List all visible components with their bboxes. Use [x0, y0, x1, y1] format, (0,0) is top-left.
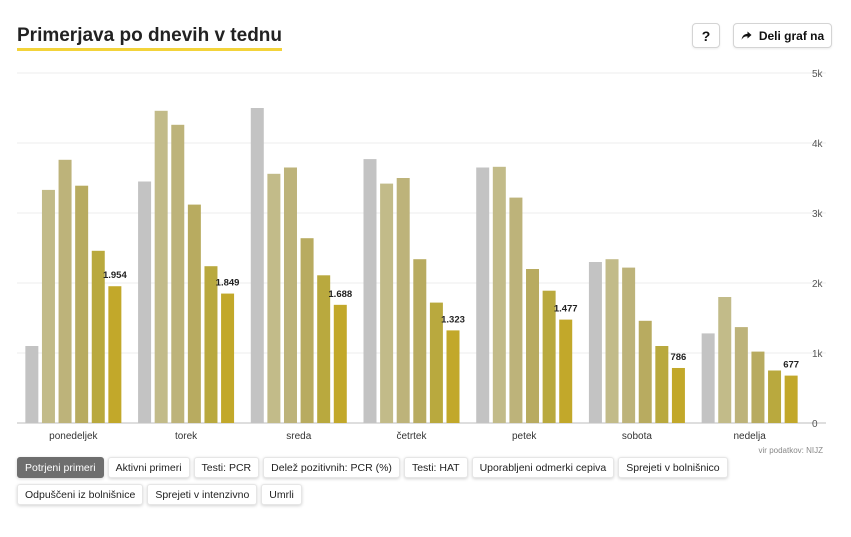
bar[interactable]	[363, 159, 377, 423]
share-button[interactable]: Deli graf na	[733, 23, 832, 48]
bar[interactable]	[317, 275, 331, 423]
bar[interactable]	[25, 346, 39, 423]
bar[interactable]	[542, 290, 556, 423]
data-label: 1.954	[103, 270, 127, 281]
bar[interactable]	[429, 302, 443, 423]
bar-chart: 0 1k 2k 3k 4k 5k 1.954 ponedeljek 1.849 torek 1.68…	[17, 69, 826, 442]
y-tick-label: 0	[812, 419, 818, 430]
bar[interactable]	[734, 327, 748, 423]
tab-delež-pozitivnih-pcr[interactable]: Delež pozitivnih: PCR (%)	[263, 457, 400, 478]
tab-umrli[interactable]: Umrli	[261, 484, 302, 505]
bar[interactable]	[492, 166, 506, 424]
tab-uporabljeni-odmerki-cepiva[interactable]: Uporabljeni odmerki cepiva	[471, 457, 615, 478]
bar[interactable]	[526, 269, 540, 423]
tab-testi-hat[interactable]: Testi: HAT	[403, 457, 468, 478]
data-label: 1.323	[441, 314, 465, 325]
y-tick-label: 2k	[812, 279, 824, 290]
bar[interactable]	[108, 286, 122, 423]
bar[interactable]	[250, 108, 264, 423]
tab-odpuščeni-iz-bolnišnice[interactable]: Odpuščeni iz bolnišnice	[17, 484, 144, 505]
x-tick-label: sreda	[286, 431, 311, 442]
bar[interactable]	[41, 189, 55, 423]
data-label: 1.688	[328, 289, 352, 300]
bar[interactable]	[187, 204, 201, 423]
bar[interactable]	[283, 167, 297, 424]
data-label: 677	[783, 360, 799, 371]
tab-potrjeni-primeri[interactable]: Potrjeni primeri	[17, 457, 104, 478]
bar[interactable]	[784, 375, 798, 423]
x-tick-label: četrtek	[396, 431, 427, 442]
bar[interactable]	[768, 370, 782, 424]
bar[interactable]	[300, 238, 314, 423]
bar[interactable]	[655, 346, 669, 423]
tab-sprejeti-v-bolnišnico[interactable]: Sprejeti v bolnišnico	[618, 457, 728, 478]
bar[interactable]	[333, 304, 347, 423]
data-label: 786	[670, 352, 686, 363]
y-tick-label: 4k	[812, 139, 824, 150]
bar[interactable]	[138, 181, 152, 424]
bar[interactable]	[380, 183, 394, 423]
y-tick-label: 1k	[812, 349, 824, 360]
help-button[interactable]: ?	[692, 23, 720, 48]
x-tick-label: petek	[512, 431, 537, 442]
data-source: vir podatkov: NIJZ	[758, 446, 823, 455]
bar[interactable]	[559, 319, 573, 423]
data-label: 1.477	[554, 304, 578, 315]
bar[interactable]	[671, 367, 685, 423]
bar[interactable]	[154, 110, 168, 424]
bar[interactable]	[588, 262, 602, 423]
bar[interactable]	[751, 351, 765, 423]
y-tick-label: 3k	[812, 209, 824, 220]
tab-aktivni-primeri[interactable]: Aktivni primeri	[107, 457, 190, 478]
data-label: 1.849	[216, 278, 240, 289]
bar[interactable]	[58, 159, 72, 424]
bar[interactable]	[638, 320, 652, 423]
bar[interactable]	[476, 167, 490, 424]
bar[interactable]	[91, 250, 105, 423]
bar[interactable]	[413, 259, 427, 423]
bar[interactable]	[446, 330, 460, 423]
x-tick-label: torek	[175, 431, 198, 442]
bar[interactable]	[622, 267, 636, 423]
bar[interactable]	[605, 259, 619, 423]
bar[interactable]	[509, 197, 523, 423]
x-tick-label: sobota	[622, 431, 652, 442]
bar[interactable]	[221, 293, 235, 423]
tab-sprejeti-v-intenzivno[interactable]: Sprejeti v intenzivno	[147, 484, 258, 505]
bar[interactable]	[75, 185, 89, 423]
bar[interactable]	[204, 266, 218, 423]
bar[interactable]	[396, 178, 410, 423]
x-tick-label: nedelja	[734, 431, 767, 442]
tab-testi-pcr[interactable]: Testi: PCR	[193, 457, 260, 478]
x-tick-label: ponedeljek	[49, 431, 98, 442]
bar[interactable]	[718, 297, 732, 423]
chart-title: Primerjava po dnevih v tednu	[17, 26, 283, 51]
share-button-label: Deli graf na	[758, 28, 825, 43]
bar[interactable]	[701, 333, 715, 423]
metric-tabs: Potrjeni primeri Aktivni primeri Testi: PC…	[17, 457, 817, 505]
bar[interactable]	[267, 173, 281, 423]
share-arrow-icon	[741, 31, 752, 40]
bar[interactable]	[171, 124, 185, 424]
y-tick-label: 5k	[812, 69, 824, 80]
